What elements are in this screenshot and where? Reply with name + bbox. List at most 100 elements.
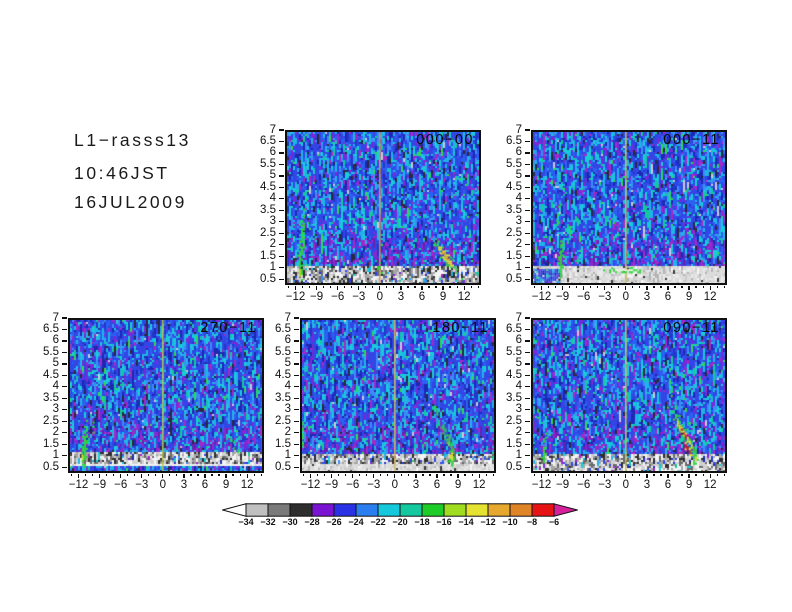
x-minor-tick-mark [639, 473, 641, 477]
y-tick-mark [525, 232, 530, 234]
x-minor-tick-mark [308, 285, 311, 289]
panel-label: 270−11 [200, 320, 257, 336]
y-tick-mark [279, 186, 284, 188]
x-tick-mark [540, 285, 543, 290]
y-tick-label: 1 [515, 261, 522, 274]
colorbar-tick-label: −24 [348, 516, 364, 527]
x-tick-mark [540, 473, 543, 478]
x-minor-tick-mark [569, 473, 571, 477]
x-tick-mark [309, 473, 312, 478]
x-tick-mark [604, 473, 606, 478]
x-minor-tick-mark [387, 473, 389, 477]
x-minor-tick-mark [401, 473, 403, 477]
y-tick-mark [279, 140, 284, 143]
colorbar-tick-label: −20 [392, 516, 408, 527]
y-tick-label: 1.5 [43, 437, 59, 450]
colorbar-tick-label: −22 [370, 516, 386, 527]
y-tick-mark [525, 152, 530, 154]
y-tick-label: 6.5 [506, 134, 522, 147]
x-minor-tick-mark [597, 473, 599, 477]
x-minor-tick-mark [471, 473, 473, 477]
y-tick-mark [525, 443, 530, 445]
x-tick-mark [478, 473, 480, 478]
x-tick-label: −6 [331, 291, 345, 303]
x-minor-tick-mark [134, 473, 136, 477]
x-minor-tick-mark [190, 473, 192, 477]
x-tick-label: −9 [93, 479, 107, 491]
y-tick-mark [62, 328, 67, 331]
x-minor-tick-mark [653, 473, 655, 477]
x-minor-tick-mark [450, 473, 452, 477]
y-tick-label: 6.5 [43, 322, 59, 335]
y-tick-label: 5 [269, 169, 276, 182]
x-tick-label: −3 [352, 291, 366, 303]
y-tick-mark [525, 363, 530, 365]
y-tick-label: 1 [284, 449, 291, 462]
y-tick-label: 5 [515, 169, 522, 182]
colorbar-tick-label: −30 [282, 516, 298, 527]
y-tick-label: 0.5 [506, 460, 522, 473]
colorbar-segment [465, 503, 489, 517]
x-minor-tick-mark [576, 473, 578, 477]
x-tick-label: 0 [391, 479, 399, 491]
x-minor-tick-mark [429, 473, 431, 477]
x-minor-tick-mark [169, 473, 171, 477]
x-tick-label: −3 [135, 479, 149, 491]
x-minor-tick-mark [674, 473, 676, 477]
x-minor-tick-mark [723, 473, 725, 477]
y-tick-mark [279, 267, 284, 269]
y-tick-label: 1 [52, 449, 59, 462]
x-tick-mark [646, 285, 648, 290]
panel-label: 180−11 [432, 320, 489, 336]
x-minor-tick-mark [422, 473, 424, 477]
x-tick-label: 12 [472, 479, 486, 491]
y-tick-label: 2 [515, 426, 522, 439]
y-tick-label: 1.5 [275, 437, 291, 450]
y-tick-mark [525, 397, 530, 399]
y-tick-label: 3 [284, 403, 291, 416]
x-tick-label: 3 [643, 291, 651, 303]
x-minor-tick-mark [70, 473, 73, 477]
colorbar [220, 503, 580, 517]
y-tick-label: 3 [515, 403, 522, 416]
y-tick-label: 1 [515, 449, 522, 462]
x-tick-label: 9 [222, 479, 230, 491]
x-minor-tick-mark [176, 473, 178, 477]
y-tick-label: 6 [515, 146, 522, 159]
x-tick-label: 9 [685, 479, 693, 491]
y-tick-label: 4.5 [506, 180, 522, 193]
x-tick-mark [646, 473, 648, 478]
y-tick-mark [525, 328, 530, 331]
x-minor-tick-mark [197, 473, 199, 477]
spectrogram-canvas [285, 130, 481, 285]
x-minor-tick-mark [597, 285, 599, 289]
x-minor-tick-mark [443, 473, 445, 477]
y-tick-label: 2 [269, 238, 276, 251]
x-tick-mark [583, 473, 585, 478]
x-minor-tick-mark [554, 473, 557, 477]
y-tick-label: 0.5 [260, 272, 276, 285]
x-minor-tick-mark [435, 285, 437, 289]
x-minor-tick-mark [660, 285, 662, 289]
x-tick-label: 9 [454, 479, 462, 491]
x-minor-tick-mark [470, 285, 472, 289]
x-tick-mark [162, 473, 164, 478]
y-tick-mark [62, 432, 67, 434]
spectrogram-canvas [300, 318, 496, 473]
x-minor-tick-mark [477, 285, 479, 289]
panel-090-11: 090−11 0.5 1 1.5 2 2.5 3 3.5 4 4.5 5 5.5 6 6.5 7 −12 −9−… [506, 312, 727, 491]
x-minor-tick-mark [407, 285, 409, 289]
y-tick-mark [62, 340, 67, 342]
colorbar-segment [245, 503, 269, 517]
y-tick-label: 3.5 [506, 203, 522, 216]
y-tick-mark [279, 198, 284, 200]
y-tick-mark [279, 255, 284, 257]
x-tick-label: 12 [703, 479, 717, 491]
x-minor-tick-mark [302, 473, 305, 477]
x-tick-label: −6 [577, 479, 591, 491]
x-minor-tick-mark [414, 285, 416, 289]
x-tick-mark [562, 285, 564, 290]
x-minor-tick-mark [618, 473, 620, 477]
x-minor-tick-mark [632, 285, 634, 289]
